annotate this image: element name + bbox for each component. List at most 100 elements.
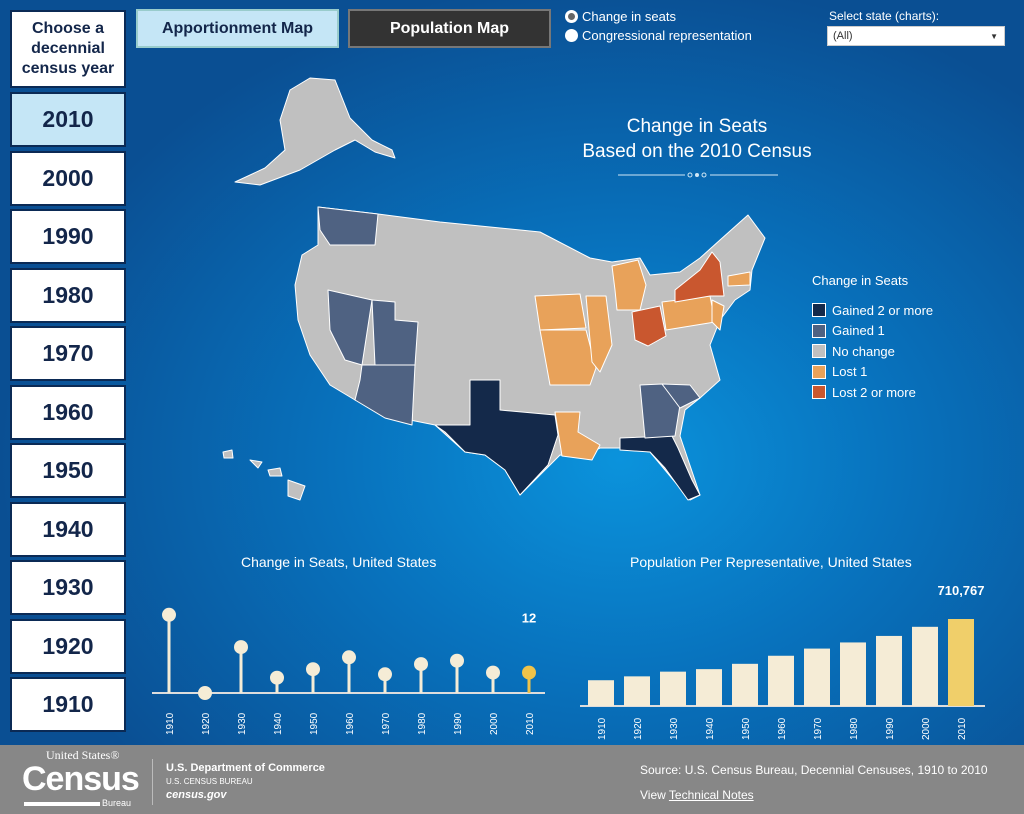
lollipop-dot-1980[interactable] [414,657,428,672]
year-button-1980[interactable]: 1980 [10,267,126,323]
bar-1990[interactable] [876,635,902,706]
bar-1920[interactable] [624,676,650,706]
main-panel: Choose a decennial census year 2010 2000 1… [0,0,1024,745]
year-button-2000[interactable]: 2000 [10,150,126,206]
lollipop-dot-2010[interactable] [522,665,536,680]
state-illinois[interactable] [585,295,613,373]
bar-1950[interactable] [732,663,758,706]
x-tick-label: 1910 [165,712,176,735]
census-logo[interactable]: United States® Census Bureau [22,749,142,811]
bar-1970[interactable] [804,648,830,706]
population-chart: 1910 1920 1930 1940 1950 1960 1970 1980 1990 2000… [580,583,985,740]
year-button-1990[interactable]: 1990 [10,209,126,264]
x-tick-label: 1930 [237,712,248,735]
state-missouri[interactable] [539,329,597,386]
x-tick-label: 2000 [921,717,932,740]
radio-congressional-representation[interactable]: Congressional representation [565,28,752,43]
map-title-line2: Based on the 2010 Census [582,141,812,162]
x-tick-label: 1990 [885,717,896,740]
map-title-line1: Change in Seats [626,116,768,137]
legend-label: No change [832,343,895,359]
state-select-label: Select state (charts): [829,9,940,23]
state-texas[interactable] [434,379,559,496]
radio-change-in-seats[interactable]: Change in seats [565,9,676,24]
year-heading: Choose a decennial census year [10,10,126,88]
state-arizona[interactable] [354,364,416,426]
year-button-1920[interactable]: 1920 [10,618,126,674]
year-button-1940[interactable]: 1940 [10,501,126,557]
census-gov-link[interactable]: census.gov [166,789,227,801]
state-washington[interactable] [317,206,379,246]
seats-chart-title: Change in Seats, United States [241,554,437,570]
state-alaska[interactable] [234,77,396,186]
apportionment-map-button[interactable]: Apportionment Map [136,9,339,48]
radio-unchecked-icon[interactable] [565,29,578,42]
logo-bar [24,802,100,806]
state-georgia[interactable] [639,383,681,439]
year-button-1930[interactable]: 1930 [10,560,126,615]
lollipop-dot-1990[interactable] [450,653,464,668]
legend-item: Lost 2 or more [812,382,933,403]
x-tick-label: 1970 [813,717,824,740]
state-ohio[interactable] [631,305,667,347]
state-hawaii-1[interactable] [222,449,234,459]
state-south-carolina[interactable] [661,383,701,409]
legend-item: No change [812,341,933,362]
lollipop-dot-1910[interactable] [162,607,176,622]
legend-label: Lost 1 [832,364,868,380]
bar-1980[interactable] [840,642,866,706]
x-tick-label: 1980 [417,712,428,735]
year-button-1910[interactable]: 1910 [10,677,126,732]
x-tick-label: 2010 [525,712,536,735]
state-louisiana[interactable] [554,411,601,461]
lollipop-dot-2000[interactable] [486,665,500,680]
year-button-2010[interactable]: 2010 [10,92,126,147]
population-chart-title: Population Per Representative, United St… [630,554,912,570]
year-button-1950[interactable]: 1950 [10,443,126,498]
x-tick-label: 1920 [201,712,212,735]
legend-swatch [812,303,826,318]
logo-sub-text: Bureau [102,798,132,808]
x-tick-label: 1970 [381,712,392,735]
title-ornament [618,172,778,178]
lollipop-dot-1940[interactable] [270,670,284,685]
state-new-jersey[interactable] [711,299,725,331]
bar-2010[interactable] [948,619,974,706]
state-michigan[interactable] [611,259,647,311]
state-iowa[interactable] [534,293,587,331]
bar-1940[interactable] [696,669,722,706]
state-florida[interactable] [619,435,701,501]
year-button-1970[interactable]: 1970 [10,326,126,381]
year-button-1960[interactable]: 1960 [10,384,126,440]
state-massachusetts[interactable] [727,271,751,287]
bar-1910[interactable] [588,680,614,706]
bar-2000[interactable] [912,626,938,706]
bureau-text: U.S. CENSUS BUREAU [166,777,253,786]
radio-checked-icon[interactable] [565,10,578,23]
lollipop-dot-1970[interactable] [378,667,392,682]
state-nevada[interactable] [327,289,373,366]
x-tick-label: 1980 [849,717,860,740]
lollipop-dot-1950[interactable] [306,662,320,677]
state-hawaii-2[interactable] [249,459,263,469]
legend-title: Change in Seats [812,273,909,288]
state-hawaii-4[interactable] [287,479,306,501]
population-map-button[interactable]: Population Map [348,9,551,48]
legend-item: Gained 1 [812,321,933,342]
x-tick-label: 2010 [957,717,968,740]
state-hawaii-3[interactable] [267,467,283,477]
legend-item: Lost 1 [812,362,933,383]
radio-label: Congressional representation [582,28,752,43]
bar-1930[interactable] [660,671,686,706]
logo-top-text: United States® [46,748,120,762]
lollipop-dot-1920[interactable] [198,686,212,700]
legend-swatch [812,323,826,338]
state-select[interactable]: (All) ▼ [827,26,1005,46]
lollipop-dot-1930[interactable] [234,640,248,655]
bar-1960[interactable] [768,655,794,706]
technical-notes-link[interactable]: Technical Notes [668,788,754,802]
x-tick-label: 1910 [597,717,608,740]
dept-text: U.S. Department of Commerce [166,762,325,774]
state-new-york[interactable] [674,251,725,303]
lollipop-dot-1960[interactable] [342,650,356,665]
